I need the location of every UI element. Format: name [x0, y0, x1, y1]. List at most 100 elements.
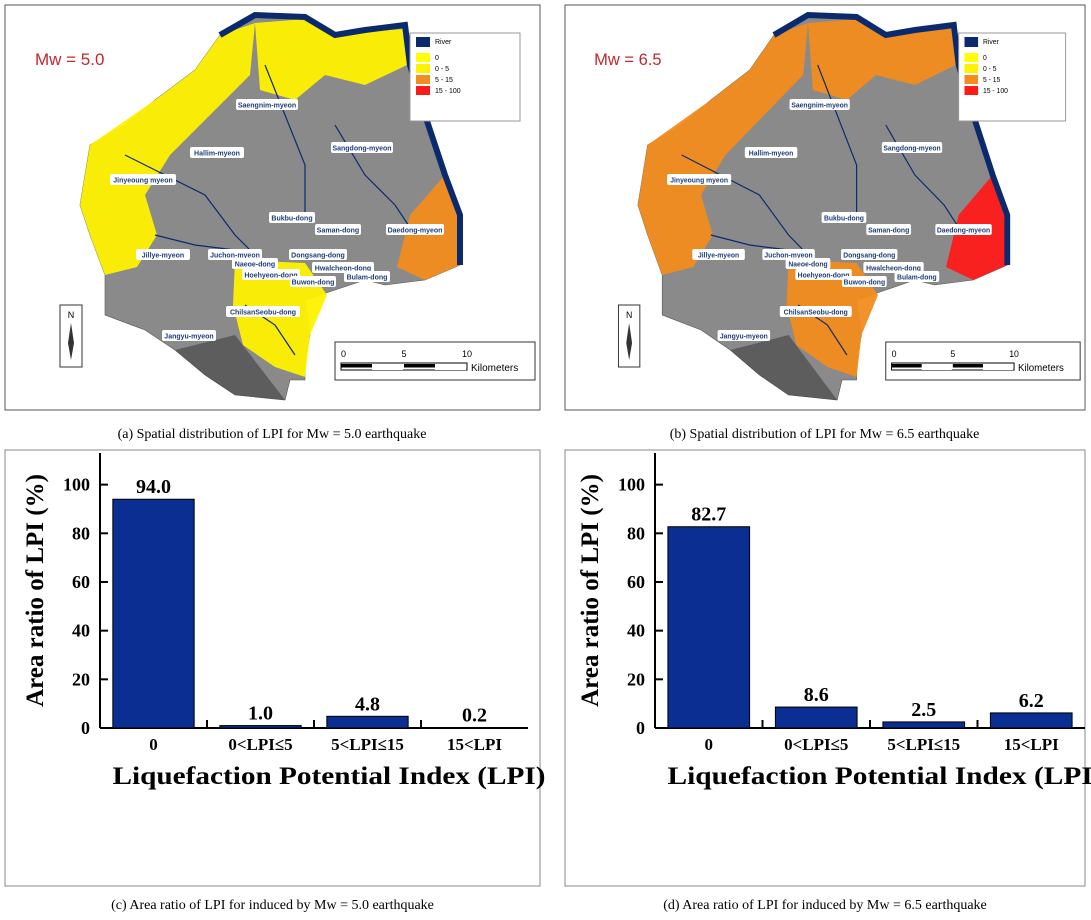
y-tick-label: 60 [72, 572, 90, 592]
legend-label: River [435, 39, 452, 46]
scale-label: 0 [892, 349, 897, 359]
y-tick-label: 40 [627, 621, 645, 641]
chart-frame [5, 450, 540, 886]
map-panel: Mw = 5.0Saengnim-myeonHallim-myeonSangdo… [5, 5, 540, 410]
scale-label: 0 [341, 349, 346, 359]
x-tick-label: 0 [149, 735, 158, 754]
map-panel: Mw = 6.5 Saengnim-myeon Hallim-myeon Sangdo… [565, 5, 1085, 410]
legend-swatch [964, 86, 978, 95]
caption: (a) Spatial distribution of LPI for Mw =… [118, 427, 427, 442]
value-label: 2.5 [911, 699, 936, 721]
scale-box [886, 342, 1080, 380]
y-tick-label: 100 [63, 475, 90, 495]
x-tick-label: 5<LPI≤15 [887, 735, 960, 754]
north-label: N [68, 310, 75, 320]
y-tick-label: 80 [72, 523, 90, 543]
scale-box [335, 342, 535, 380]
legend-label: 5 - 15 [435, 77, 453, 84]
place-label: Jillye-myeon [698, 252, 739, 259]
place-label: ChilsanSeobu-dong [784, 309, 848, 316]
chart-frame [565, 450, 1085, 886]
y-tick-label: 20 [72, 669, 90, 689]
x-axis-label: Liquefaction Potential Index (LPI) [668, 763, 1091, 790]
place-label: Saman-dong [317, 228, 359, 235]
place-label: Bukbu-dong [824, 215, 864, 222]
legend-swatch [416, 64, 430, 73]
legend-label: 0 - 5 [435, 66, 449, 73]
scale-seg [922, 367, 952, 371]
place-label: Saman-dong [868, 227, 909, 234]
place-label: Daedong-myeon [937, 227, 990, 234]
figure: Mw = 5.0 Saengnim-myeon Hallim-myeon Sangdo… [0, 0, 1091, 920]
legend-swatch [964, 64, 978, 73]
scale-seg [372, 367, 403, 371]
place-label: Sangdong-myeon [332, 146, 391, 153]
caption: (d) Area ratio of LPI for induced by Mw … [663, 898, 987, 913]
legend-swatch [416, 86, 430, 95]
bar [990, 713, 1072, 728]
x-tick-label: 0 [705, 735, 714, 754]
y-tick-label: 80 [627, 523, 645, 543]
y-tick-label: 100 [618, 475, 645, 495]
scale-seg [953, 364, 983, 368]
scale-seg [892, 364, 922, 368]
bar [220, 726, 301, 728]
caption: (c) Area ratio of LPI for induced by Mw … [111, 898, 434, 913]
map-title: Mw = 5.0 [35, 50, 104, 69]
legend-label: 0 - 5 [983, 66, 997, 73]
place-label: Jinyeoung myeon [670, 177, 728, 184]
legend-label: River [983, 39, 1000, 46]
value-label: 0.2 [462, 705, 487, 727]
legend-label: 15 - 100 [435, 88, 461, 95]
place-label: Hallim-myeon [194, 151, 240, 158]
y-tick-label: 40 [72, 621, 90, 641]
place-label: Daedong-myeon [388, 228, 443, 235]
place-label: Naeoe-dong [788, 261, 827, 268]
place-label: Bulam-dong [897, 274, 937, 281]
legend-swatch [964, 53, 978, 62]
y-tick-label: 20 [627, 669, 645, 689]
y-axis-label: Area ratio of LPI (%) [577, 474, 604, 707]
place-label: Sangdong-myeon [883, 145, 940, 152]
bar [775, 707, 857, 728]
legend-swatch [416, 53, 430, 62]
value-label: 6.2 [1019, 690, 1044, 712]
scale-label: 5 [401, 349, 406, 359]
value-label: 4.8 [355, 693, 380, 715]
x-tick-label: 5<LPI≤15 [331, 735, 404, 754]
scale-seg [435, 367, 466, 371]
scale-unit: Kilometers [1018, 363, 1064, 374]
place-label: Hallim-myeon [749, 150, 794, 157]
value-label: 82.7 [691, 504, 726, 526]
legend-label: 15 - 100 [983, 88, 1008, 95]
x-axis-label: Liquefaction Potential Index (LPI) [113, 763, 546, 790]
caption: (b) Spatial distribution of LPI for Mw =… [670, 427, 980, 442]
value-label: 1.0 [248, 703, 273, 725]
scale-unit: Kilometers [471, 363, 518, 374]
place-label: Hoehyeon-dong [798, 272, 850, 279]
bar [883, 722, 965, 728]
x-tick-label: 0<LPI≤5 [228, 735, 292, 754]
place-label: Dongsang-dong [843, 252, 895, 259]
value-label: 94.0 [136, 476, 171, 498]
legend-label: 0 [435, 55, 439, 62]
place-label: Buwon-dong [292, 280, 335, 287]
place-label: Jangyu-myeon [164, 334, 213, 341]
place-label: Buwon-dong [844, 279, 886, 286]
legend-swatch [416, 37, 430, 47]
legend-swatch [964, 75, 978, 84]
place-label: Jinyeoung myeon [113, 178, 173, 185]
bar [668, 527, 750, 728]
place-label: Hoehyeon-dong [244, 273, 297, 280]
scale-label: 10 [462, 349, 472, 359]
y-axis-label: Area ratio of LPI (%) [22, 474, 49, 707]
bar [327, 716, 408, 728]
map-title: Mw = 6.5 [594, 50, 661, 69]
place-label: Saengnim-myeon [791, 102, 848, 109]
scale-seg [341, 364, 372, 368]
scale-seg [983, 367, 1013, 371]
x-tick-label: 15<LPI [1004, 735, 1059, 754]
y-tick-label: 0 [81, 718, 90, 738]
y-tick-label: 60 [627, 572, 645, 592]
y-tick-label: 0 [636, 718, 645, 738]
